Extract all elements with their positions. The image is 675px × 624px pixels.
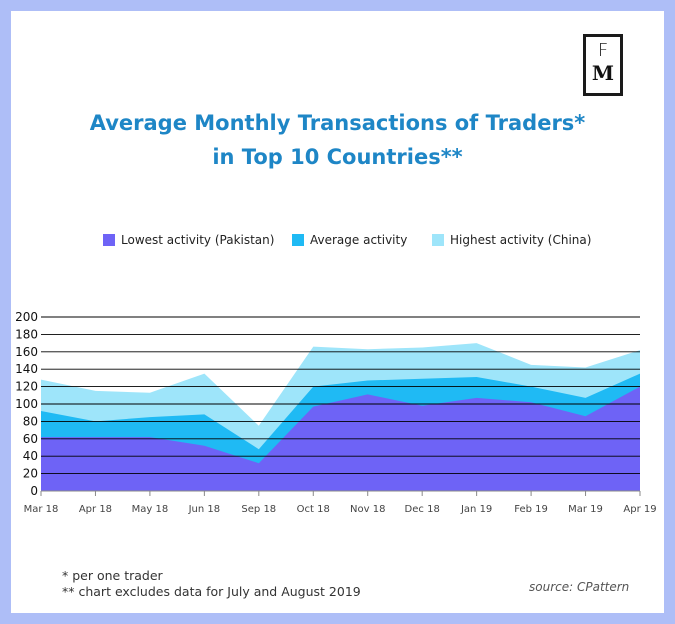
footnote-per-trader: * per one trader [62,568,361,584]
y-tick-label: 40 [23,449,38,463]
x-tick-label: Apr 18 [79,504,112,515]
y-tick-label: 80 [23,414,38,428]
x-tick-label: Apr 19 [623,504,656,515]
x-tick-label: Nov 18 [350,504,385,515]
y-tick-label: 160 [15,345,38,359]
y-tick-label: 120 [15,380,38,394]
source-label: source: CPattern [529,580,629,594]
area-chart: 0 20 40 60 80 100 120 140 160 180 200 Mar 18 Apr 18 M… [0,0,675,624]
x-tick-label: May 18 [132,504,169,515]
x-tick-label: Oct 18 [297,504,330,515]
y-tick-label: 180 [15,327,38,341]
y-tick-label: 200 [15,310,38,324]
x-tick-label: Sep 18 [241,504,276,515]
x-tick-label: Feb 19 [514,504,548,515]
y-tick-label: 140 [15,362,38,376]
y-tick-label: 0 [30,484,38,498]
footnotes: * per one trader ** chart excludes data … [62,568,361,600]
y-tick-label: 60 [23,432,38,446]
y-tick-label: 20 [23,467,38,481]
y-tick-label: 100 [15,397,38,411]
x-tick-label: Dec 18 [405,504,440,515]
x-tick-label: Jan 19 [460,504,492,515]
footnote-excludes: ** chart excludes data for July and Augu… [62,584,361,600]
x-tick-label: Mar 19 [568,504,603,515]
x-tick-label: Mar 18 [24,504,59,515]
x-tick-label: Jun 18 [188,504,221,515]
